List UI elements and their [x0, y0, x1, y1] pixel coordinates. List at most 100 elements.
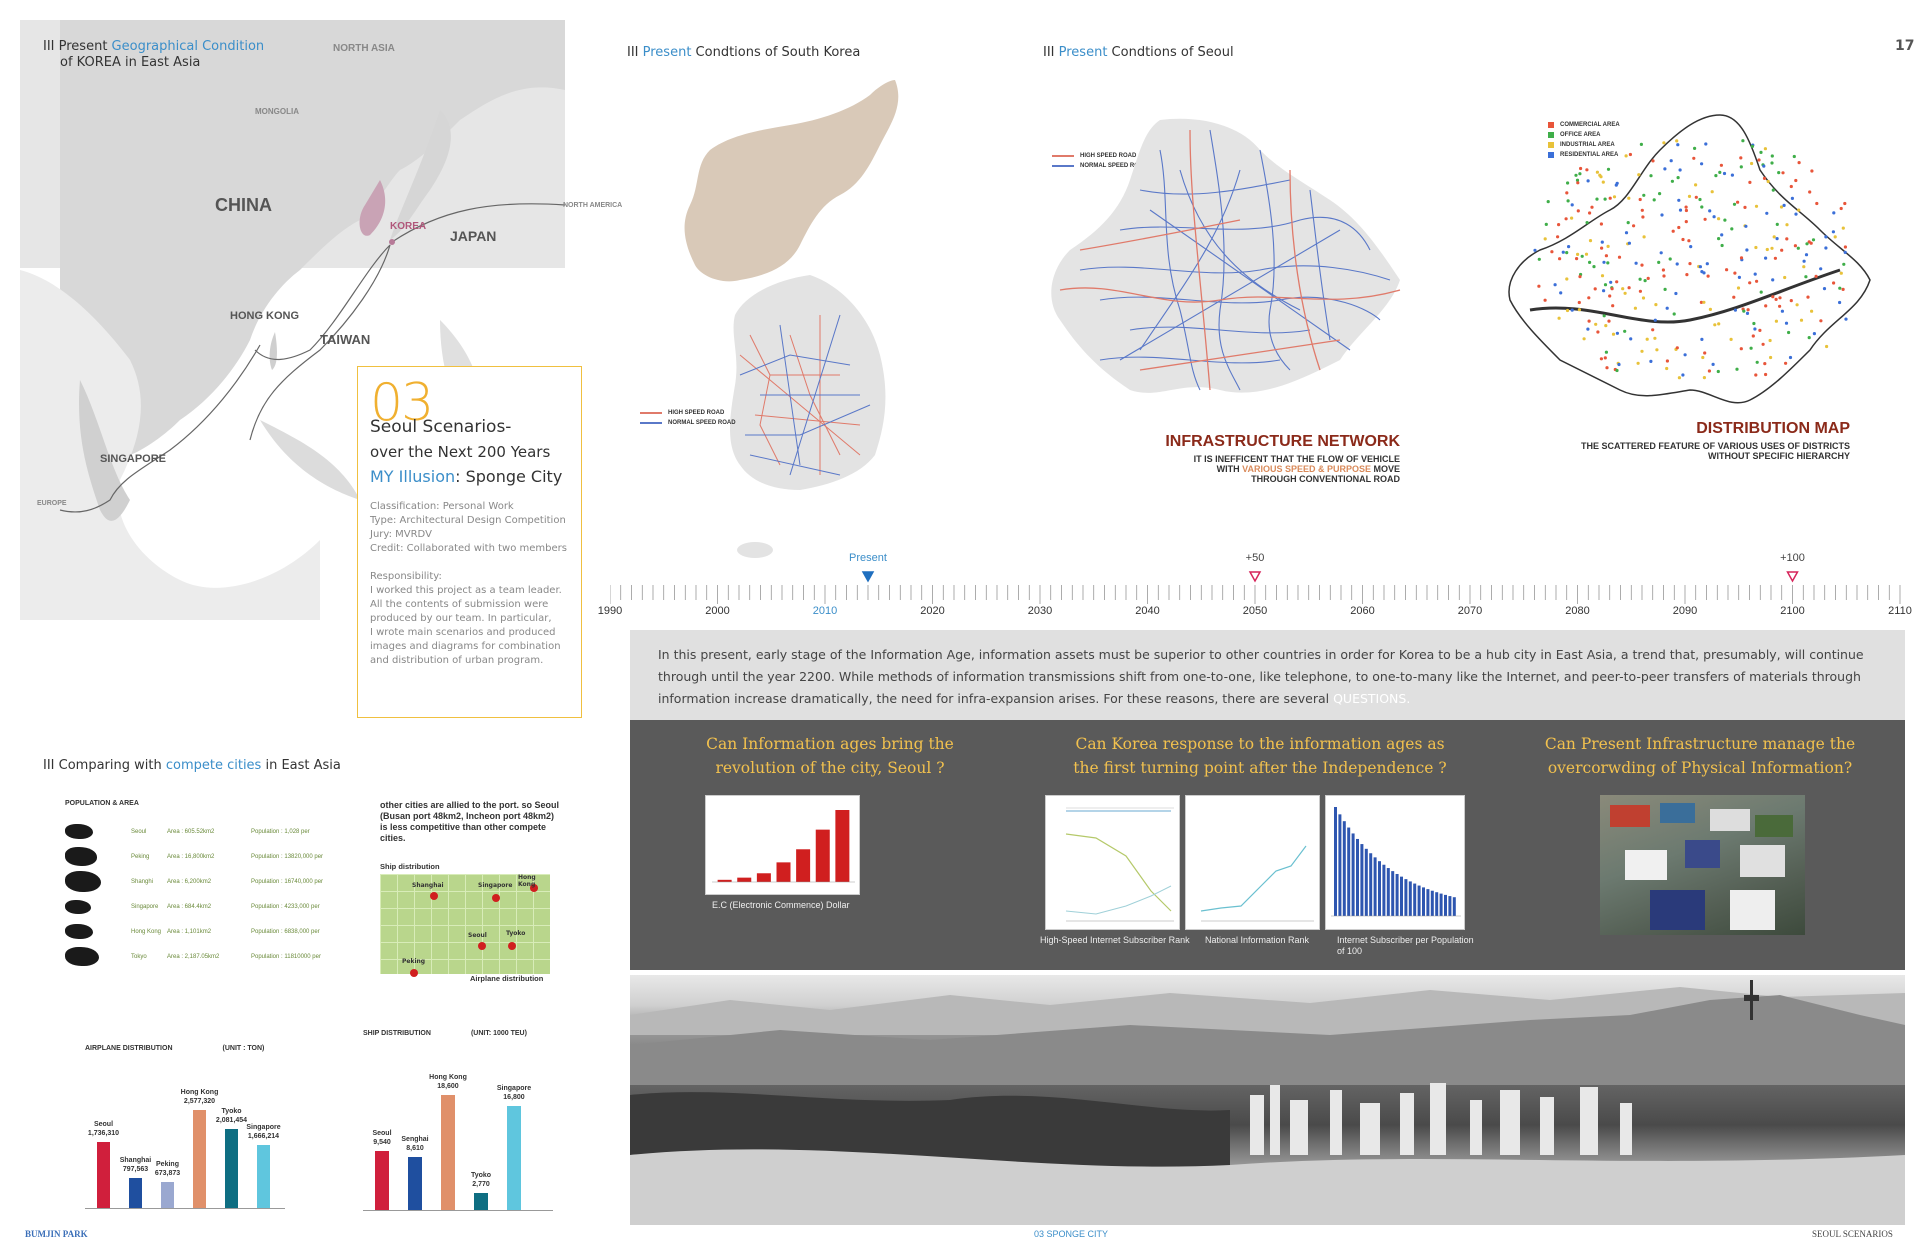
- bar-value: 2,577,320: [183, 1098, 216, 1105]
- distribution-dot: [1587, 319, 1591, 323]
- is-bar: [1382, 864, 1386, 916]
- city-area: Area : 6,200km2: [167, 878, 212, 885]
- distribution-dot: [1749, 346, 1753, 350]
- bar-label: Senghai 8,610: [401, 1135, 428, 1153]
- section-seoul-prefix: III: [1043, 45, 1059, 60]
- section-title-seoul: III Present Condtions of Seoul: [1043, 45, 1234, 60]
- distribution-dot: [1742, 309, 1746, 313]
- distribution-dot: [1582, 337, 1586, 341]
- infra-line1: IT IS INEFFICENT THAT THE FLOW OF VEHICL…: [1193, 454, 1400, 464]
- distribution-dot: [1641, 215, 1645, 219]
- distribution-dot: [1537, 284, 1541, 288]
- distribution-dot: [1684, 208, 1688, 213]
- distribution-dot: [1797, 161, 1801, 165]
- distribution-dot: [1674, 291, 1678, 296]
- section-seoul-suffix: Condtions of Seoul: [1107, 45, 1234, 60]
- distribution-dot: [1833, 235, 1837, 239]
- legend-swatch: [1548, 142, 1554, 148]
- city-dot: [430, 892, 438, 900]
- distribution-dot: [1766, 179, 1770, 184]
- port-text: other cities are allied to the port. so …: [380, 800, 560, 843]
- distribution-dot: [1576, 209, 1580, 213]
- distribution-dot: [1653, 318, 1657, 322]
- distribution-dot: [1685, 273, 1689, 277]
- distribution-dot: [1627, 241, 1631, 245]
- distribution-dot: [1594, 322, 1598, 326]
- legend-label: NORMAL SPEED ROAD: [668, 420, 736, 426]
- distribution-dot: [1590, 205, 1594, 209]
- distribution-dot: [1585, 221, 1589, 225]
- city-area: Area : 684.4km2: [167, 903, 212, 910]
- distribution-dot: [1565, 191, 1569, 195]
- label-singapore: SINGAPORE: [100, 453, 167, 465]
- distribution-dot: [1746, 308, 1750, 312]
- distribution-dot: [1576, 252, 1580, 256]
- distribution-dot: [1570, 216, 1574, 220]
- distribution-dot: [1706, 274, 1710, 278]
- distribution-dot: [1765, 211, 1769, 215]
- legend-label: COMMERCIAL AREA: [1560, 122, 1620, 128]
- distribution-legend: COMMERCIAL AREA OFFICE AREA INDUSTRIAL A…: [1548, 122, 1620, 162]
- distribution-dot: [1732, 202, 1737, 206]
- section-korea-highlight: Present: [642, 45, 692, 60]
- city-name: Tokyo: [131, 953, 147, 960]
- distribution-dot: [1661, 268, 1665, 272]
- ec-chart: [712, 810, 855, 883]
- distribution-dot: [1692, 156, 1696, 160]
- distribution-dot: [1702, 271, 1706, 275]
- distribution-dot: [1604, 324, 1608, 328]
- legend-label: RESIDENTIAL AREA: [1560, 152, 1619, 158]
- is-bar: [1413, 883, 1417, 916]
- section-compare-prefix: III Comparing with: [43, 758, 166, 773]
- distribution-dot: [1784, 361, 1788, 365]
- traffic-photo-graphic: [1610, 803, 1793, 930]
- distribution-dot: [1684, 220, 1688, 224]
- distribution-dot: [1831, 230, 1835, 234]
- population-area-title: POPULATION & AREA: [65, 800, 139, 807]
- distribution-dot: [1669, 159, 1673, 163]
- population-row: Tokyo Area : 2,187.05km2 Population : 1181…: [65, 944, 365, 969]
- distribution-dot: [1607, 319, 1611, 323]
- distribution-dot: [1769, 355, 1773, 360]
- ec-bar: [737, 877, 752, 882]
- distribution-dot: [1732, 295, 1736, 299]
- distribution-dot: [1629, 337, 1633, 341]
- legend-swatch: [1052, 165, 1074, 167]
- bar-label: Seoul 1,736,310: [88, 1120, 119, 1138]
- distribution-dot: [1652, 198, 1656, 202]
- bar-value: 18,600: [437, 1083, 459, 1090]
- distribution-dot: [1663, 167, 1667, 171]
- ni-chart: [1200, 845, 1314, 922]
- chart-baseline: [363, 1210, 553, 1211]
- bar: [474, 1192, 488, 1210]
- city-silhouette: [65, 847, 97, 866]
- distribution-dot: [1839, 206, 1843, 211]
- distribution-dot: [1841, 226, 1845, 230]
- distribution-dot: [1588, 260, 1592, 264]
- city-label: Seoul: [468, 932, 487, 939]
- population-row: Seoul Area : 605.52km2 Population : 1,028 …: [65, 819, 365, 844]
- city-label: Shanghai: [412, 882, 444, 889]
- bar-value: 1,666,214: [247, 1132, 280, 1140]
- distribution-dot: [1595, 197, 1599, 201]
- city-population: Population : 6838,000 per: [251, 928, 320, 935]
- question-2-line2: the first turning point after the Indepe…: [1073, 759, 1447, 777]
- distribution-dot: [1763, 362, 1767, 366]
- distribution-dot: [1780, 309, 1784, 313]
- question-1-line1: Can Information ages bring the: [706, 735, 954, 753]
- distribution-dot: [1700, 205, 1704, 209]
- distribution-dot: [1646, 276, 1650, 280]
- timeline-year-label: 2010: [812, 605, 838, 617]
- distribution-dot: [1558, 257, 1562, 261]
- distribution-dot: [1570, 203, 1574, 207]
- info-jury: Jury: MVRDV: [370, 529, 432, 540]
- cityscape-graphic: [630, 980, 1905, 1225]
- illusion-highlight: MY Illusion: [370, 467, 456, 486]
- bar: [507, 1106, 521, 1210]
- distribution-dot: [1610, 287, 1614, 291]
- distribution-dot: [1603, 283, 1608, 287]
- distribution-dot: [1627, 286, 1631, 290]
- is-chart-thumb: [1325, 795, 1465, 930]
- bar-category: Shanghai: [119, 1156, 152, 1164]
- bar-label: Tyoko 2,770: [471, 1171, 491, 1189]
